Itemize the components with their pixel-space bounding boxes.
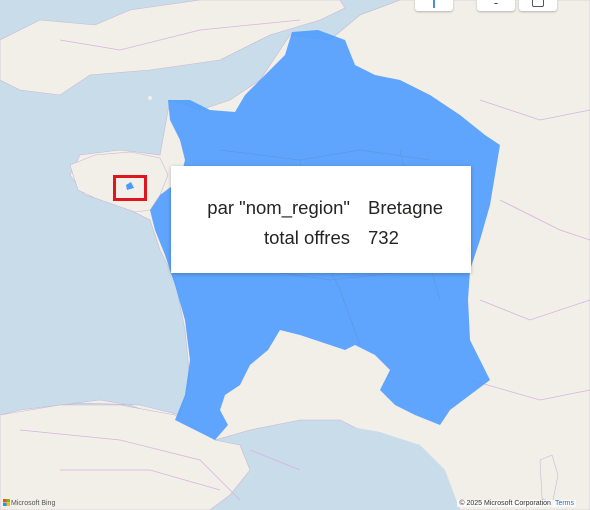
- region-bretagne-point[interactable]: [126, 182, 134, 190]
- provider-label: Microsoft Bing: [11, 500, 56, 507]
- map-style-button[interactable]: [519, 0, 557, 11]
- road-network: [19, 19, 590, 501]
- bing-logo: Microsoft Bing: [3, 499, 55, 507]
- terms-link[interactable]: Terms: [554, 500, 574, 507]
- minus-icon: -: [493, 0, 499, 10]
- zoom-out-button[interactable]: -: [477, 0, 515, 11]
- map-tooltip: par "nom_region" Bretagne total offres 7…: [171, 166, 471, 273]
- map-attribution: © 2025 Microsoft Corporation Terms: [457, 500, 576, 507]
- tooltip-value: 732: [368, 227, 399, 248]
- plus-icon: [433, 0, 435, 8]
- land-corsica: [539, 454, 559, 506]
- tooltip-value: Bretagne: [368, 197, 444, 218]
- sea-mediterranean: [235, 425, 460, 510]
- selected-region-marker[interactable]: [113, 175, 147, 201]
- land-bretagne: [69, 151, 169, 213]
- tooltip-row-region: par "nom_region" Bretagne: [171, 197, 471, 221]
- tooltip-key: par "nom_region": [207, 197, 350, 218]
- tooltip-key: total offres: [263, 227, 350, 248]
- layers-icon: [532, 0, 544, 7]
- zoom-in-button[interactable]: [415, 0, 453, 11]
- microsoft-logo-icon: [3, 499, 10, 506]
- land-iberia: [0, 404, 251, 510]
- tooltip-row-total: total offres 732: [171, 227, 471, 251]
- copyright-text: © 2025 Microsoft Corporation: [459, 500, 551, 507]
